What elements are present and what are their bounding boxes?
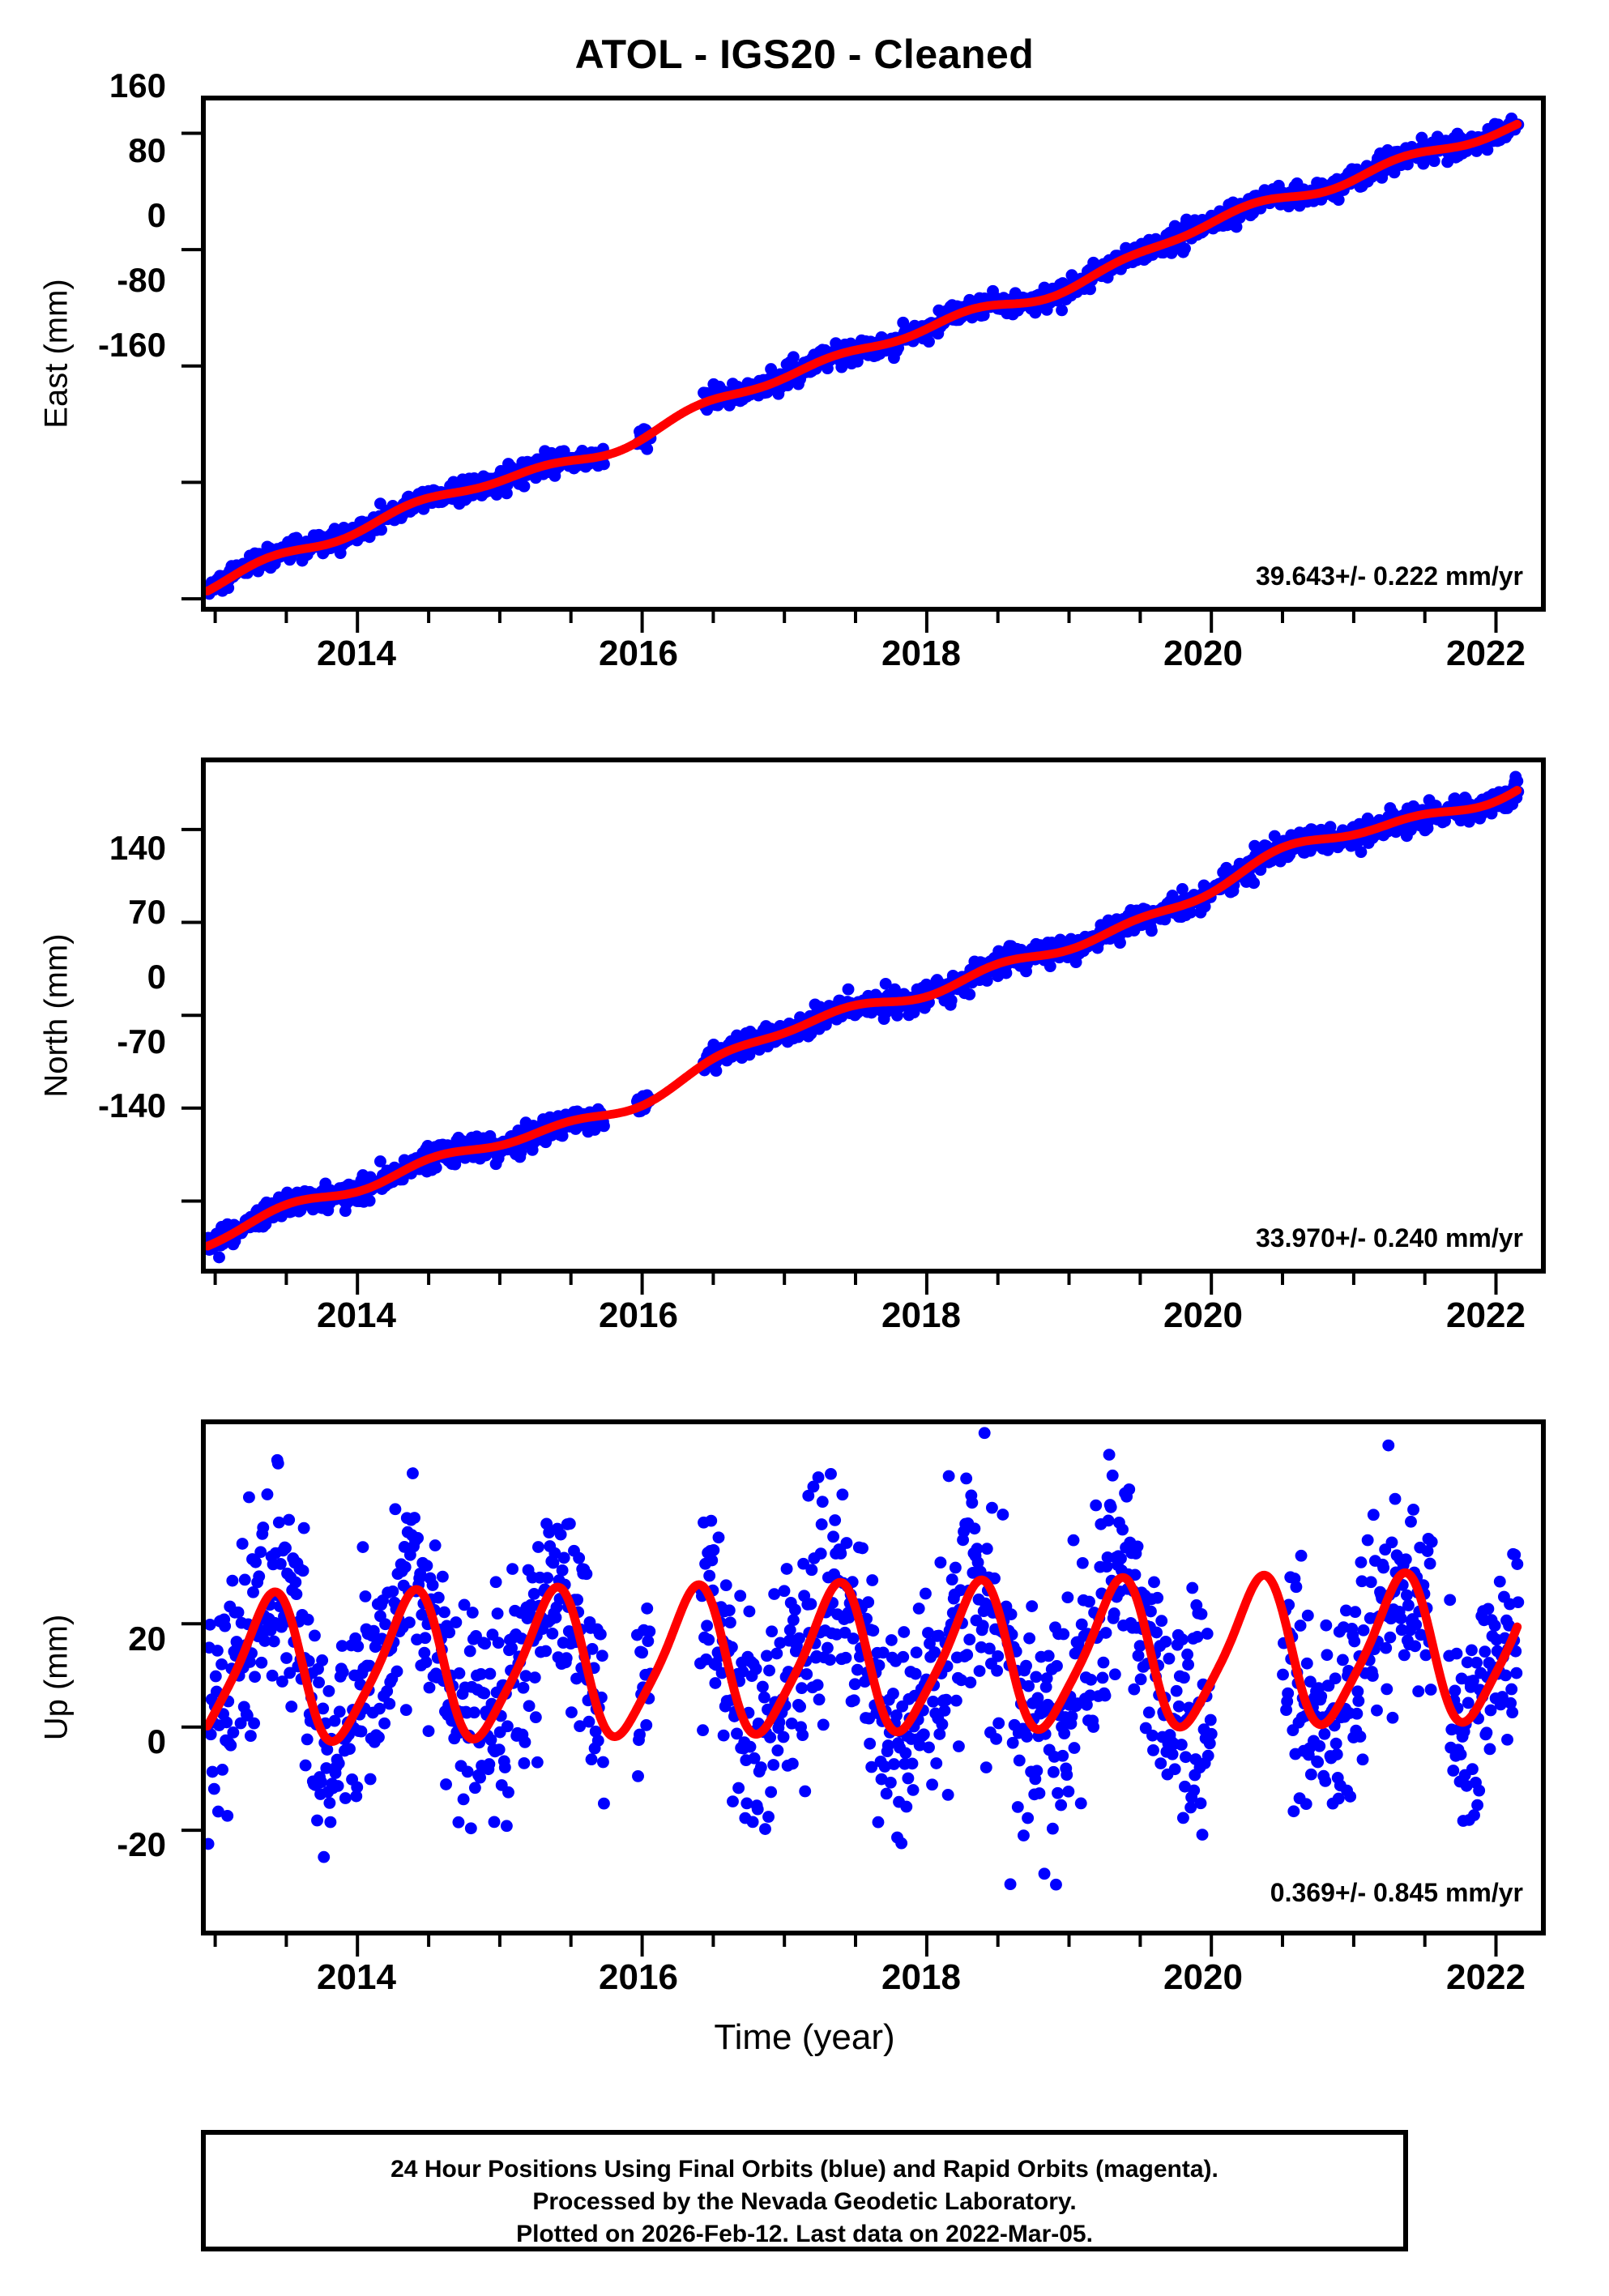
- panel-east-xtick-2: 2018: [881, 634, 961, 673]
- panel-north-ytick-0: 140: [109, 829, 166, 867]
- panel-east-yticks: [181, 131, 206, 601]
- data-points: [206, 770, 1525, 1264]
- panel-north-rate: 33.970+/- 0.240 mm/yr: [1255, 1223, 1523, 1253]
- panel-up-xtick-2: 2018: [881, 1957, 961, 1997]
- panel-east-canvas: [206, 112, 1525, 600]
- footer-box: 24 Hour Positions Using Final Orbits (bl…: [201, 2130, 1408, 2251]
- footer-line-1: 24 Hour Positions Using Final Orbits (bl…: [391, 2156, 1218, 2183]
- panel-up-xtick-1: 2016: [599, 1957, 678, 1997]
- panel-east-xtick-3: 2020: [1163, 634, 1243, 673]
- panel-up-xtick-4: 2022: [1446, 1957, 1526, 1997]
- panel-up: [201, 1419, 1546, 1935]
- panel-up-ytick-1: 0: [147, 1722, 166, 1760]
- panel-east-xtick-1: 2016: [599, 634, 678, 673]
- panel-north-xticks: [213, 1274, 1498, 1295]
- panel-north: [201, 758, 1546, 1274]
- panel-north-ytick-3: -70: [117, 1022, 166, 1061]
- panel-east-xtick-0: 2014: [317, 634, 396, 673]
- panel-north-ytick-2: 0: [147, 958, 166, 996]
- panel-east-ytick-1: 80: [128, 131, 166, 169]
- panel-up-canvas: [206, 1427, 1525, 1891]
- panel-east-ytick-3: -80: [117, 261, 166, 299]
- data-points: [206, 112, 1525, 600]
- panel-up-plotbox: [201, 1419, 1546, 1935]
- panel-north-canvas: [206, 770, 1525, 1264]
- panel-east-ytick-0: 160: [109, 66, 166, 105]
- panel-north-xtick-0: 2014: [317, 1295, 396, 1335]
- xaxis-title: Time (year): [714, 2017, 895, 2057]
- panel-east-rate: 39.643+/- 0.222 mm/yr: [1255, 561, 1523, 591]
- panel-east: [201, 96, 1546, 612]
- panel-north-plotbox: [201, 758, 1546, 1274]
- panel-north-xtick-4: 2022: [1446, 1295, 1526, 1335]
- panel-north-ytick-1: 70: [128, 893, 166, 931]
- panel-up-ytick-2: -20: [117, 1825, 166, 1863]
- panel-north-yticks: [181, 827, 206, 1203]
- panel-east-xticks: [213, 612, 1498, 633]
- panel-up-xtick-0: 2014: [317, 1957, 396, 1997]
- panel-up-yticks: [181, 1622, 206, 1833]
- panel-up-xticks: [213, 1935, 1498, 1957]
- fit-line: [206, 1568, 1522, 1746]
- panel-east-xtick-4: 2022: [1446, 634, 1526, 673]
- panel-east-ytick-4: -160: [97, 326, 166, 364]
- panel-up-rate: 0.369+/- 0.845 mm/yr: [1270, 1878, 1523, 1907]
- panel-north-xtick-2: 2018: [881, 1295, 961, 1335]
- footer-line-3: Plotted on 2026-Feb-12. Last data on 202…: [516, 2221, 1093, 2247]
- panel-east-plotbox: [201, 96, 1546, 612]
- panel-north-xtick-3: 2020: [1163, 1295, 1243, 1335]
- panel-up-ytick-0: 20: [128, 1620, 166, 1658]
- panel-north-xtick-1: 2016: [599, 1295, 678, 1335]
- fit-line: [206, 119, 1522, 595]
- panel-up-xtick-3: 2020: [1163, 1957, 1243, 1997]
- panel-east-ytick-2: 0: [147, 196, 166, 234]
- page-title: ATOL - IGS20 - Cleaned: [574, 32, 1035, 77]
- fit-line: [206, 786, 1522, 1251]
- panel-north-ytick-4: -140: [97, 1086, 166, 1125]
- panel-up-ylabel: Up (mm): [38, 1614, 75, 1741]
- footer-line-2: Processed by the Nevada Geodetic Laborat…: [532, 2188, 1077, 2215]
